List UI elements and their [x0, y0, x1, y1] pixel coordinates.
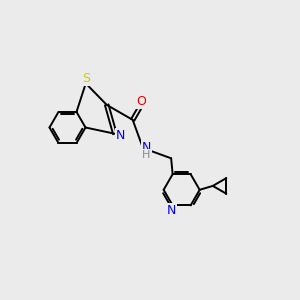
Text: N: N	[167, 204, 176, 217]
Text: S: S	[82, 72, 90, 86]
Text: H: H	[142, 150, 151, 160]
Text: O: O	[136, 94, 146, 108]
Text: N: N	[116, 129, 125, 142]
Text: N: N	[142, 141, 151, 154]
